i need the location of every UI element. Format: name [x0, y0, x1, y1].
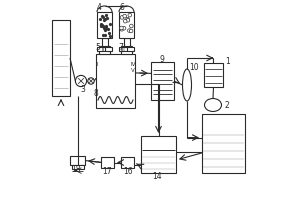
Circle shape [120, 27, 124, 31]
Circle shape [123, 19, 127, 23]
Text: 17: 17 [102, 167, 112, 176]
Text: I: I [97, 62, 98, 66]
Bar [119, 47, 134, 51]
Circle shape [126, 18, 130, 22]
Text: IV: IV [130, 62, 136, 66]
Ellipse shape [182, 69, 191, 101]
Bar [97, 47, 112, 51]
Bar [141, 136, 176, 173]
Text: V: V [131, 68, 135, 73]
Bar [119, 12, 134, 38]
Bar [99, 46, 110, 54]
Circle shape [120, 26, 123, 30]
Bar [70, 156, 85, 165]
Bar [202, 114, 245, 173]
Circle shape [123, 14, 127, 18]
Text: 8: 8 [93, 88, 98, 98]
Text: 4: 4 [96, 2, 101, 11]
Text: 1: 1 [225, 57, 230, 66]
Text: 18: 18 [71, 164, 80, 173]
Text: 3: 3 [80, 85, 85, 94]
Circle shape [129, 29, 133, 33]
Text: 9: 9 [159, 55, 164, 64]
Text: II: II [101, 48, 105, 53]
Circle shape [130, 24, 133, 28]
Circle shape [75, 75, 87, 87]
Circle shape [122, 26, 126, 30]
Bar [124, 38, 130, 46]
Text: 2: 2 [225, 100, 230, 110]
Text: 7: 7 [118, 43, 123, 52]
Bar [151, 62, 174, 100]
Text: 6: 6 [120, 2, 125, 11]
Circle shape [128, 13, 132, 17]
Bar [96, 54, 135, 108]
Circle shape [88, 78, 94, 84]
Bar [97, 12, 112, 38]
Text: 14: 14 [152, 172, 162, 181]
Bar [121, 46, 132, 54]
Text: 5: 5 [95, 43, 100, 52]
Ellipse shape [205, 98, 221, 112]
Circle shape [120, 16, 124, 19]
Bar [71, 165, 83, 169]
Circle shape [126, 17, 129, 21]
Text: 16: 16 [123, 167, 133, 176]
Bar [121, 157, 134, 168]
Bar [101, 157, 114, 168]
Circle shape [128, 29, 131, 32]
Text: III: III [121, 48, 125, 53]
Bar [102, 38, 108, 46]
Bar [52, 20, 70, 96]
Bar [204, 63, 223, 87]
Text: 10: 10 [189, 64, 199, 72]
